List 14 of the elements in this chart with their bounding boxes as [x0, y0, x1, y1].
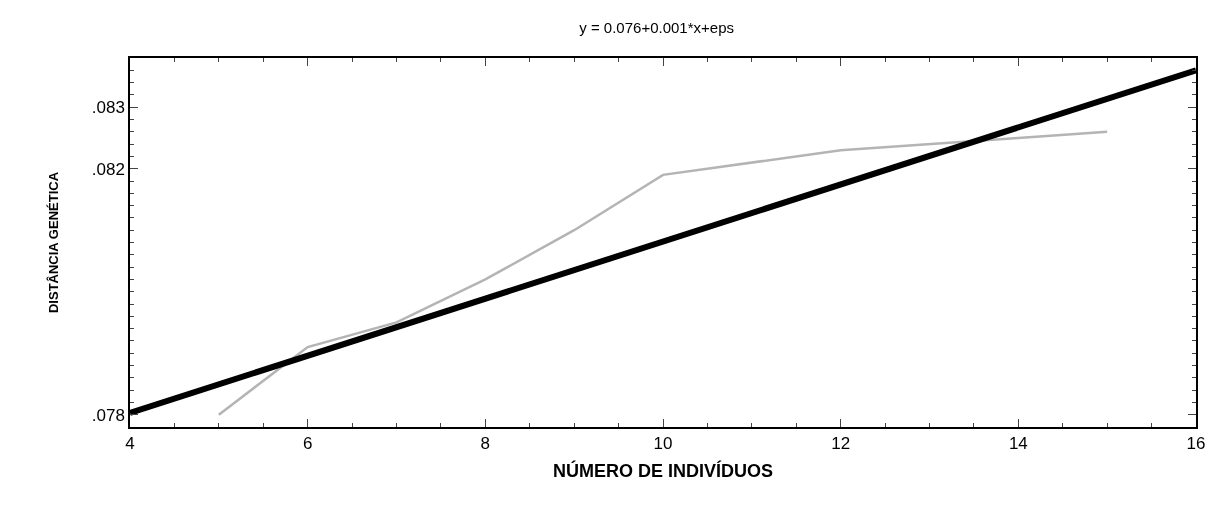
x-tick-label: 16 [1186, 434, 1206, 454]
x-axis-title: NÚMERO DE INDIVÍDUOS [552, 459, 774, 481]
x-tick-label: 8 [480, 434, 491, 454]
line-series [217, 130, 1109, 416]
y-axis-title: DISTÂNCIA GENÉTICA [46, 171, 62, 314]
x-tick-label: 12 [831, 434, 851, 454]
chart-title: y = 0.076+0.001*x+eps [579, 19, 734, 37]
x-tick-label: 10 [653, 434, 673, 454]
x-tick-label: 4 [125, 434, 135, 454]
x-tick-label: 6 [302, 434, 313, 454]
x-tick-label: 14 [1008, 434, 1028, 454]
y-tick-label: .078 [91, 405, 125, 425]
y-tick-label: .082 [91, 159, 125, 179]
y-tick-label: .083 [91, 98, 125, 118]
